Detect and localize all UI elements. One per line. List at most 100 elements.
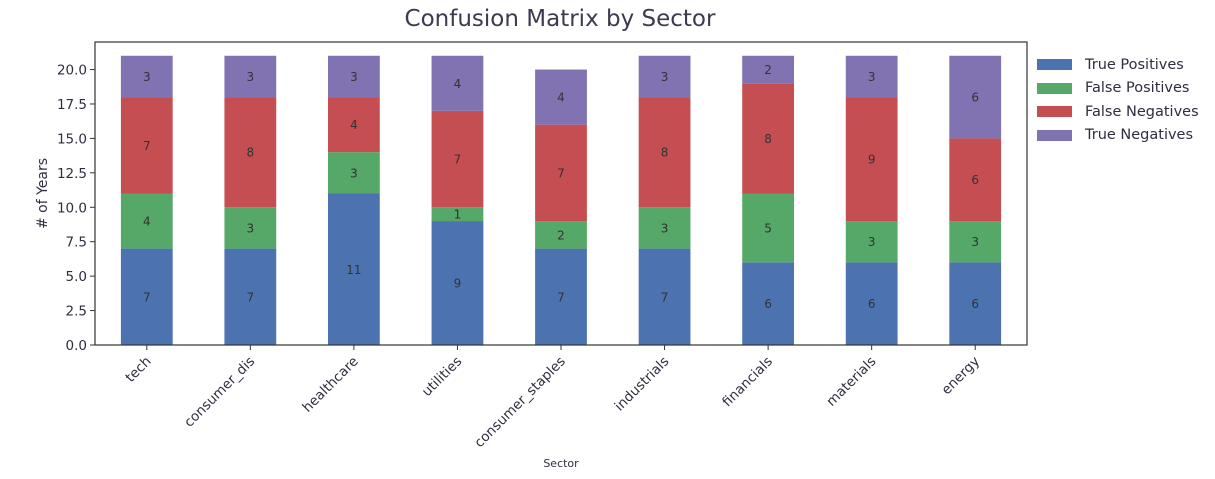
data-label: 9 bbox=[454, 277, 462, 291]
data-label: 7 bbox=[557, 290, 565, 304]
bar-segment bbox=[949, 262, 1002, 345]
data-label: 6 bbox=[971, 173, 979, 187]
data-label: 3 bbox=[247, 221, 255, 235]
bar-segment bbox=[638, 248, 691, 345]
x-tick-label: materials bbox=[823, 354, 879, 410]
bar-segment bbox=[120, 97, 173, 194]
x-tick-label: healthcare bbox=[299, 354, 361, 416]
y-tick-label: 0.0 bbox=[66, 338, 87, 354]
bar-segment bbox=[638, 55, 691, 98]
bar-segment bbox=[328, 97, 380, 153]
data-label: 6 bbox=[764, 297, 772, 311]
data-label: 9 bbox=[868, 153, 876, 167]
y-tick-label: 12.5 bbox=[57, 166, 87, 182]
legend-label: False Positives bbox=[1085, 80, 1190, 97]
legend-label: True Positives bbox=[1085, 56, 1184, 73]
y-tick-label: 17.5 bbox=[57, 97, 87, 113]
bar-segment bbox=[224, 55, 277, 98]
y-tick-label: 2.5 bbox=[66, 304, 87, 320]
bar-segment bbox=[120, 193, 173, 249]
bar-segment bbox=[535, 248, 587, 345]
y-tick-label: 15.0 bbox=[57, 131, 87, 147]
chart-title: Confusion Matrix by Sector bbox=[404, 6, 716, 32]
bar-segment bbox=[120, 55, 173, 98]
data-label: 4 bbox=[454, 77, 462, 91]
data-label: 3 bbox=[661, 221, 669, 235]
bar-segment bbox=[638, 207, 691, 249]
legend: True Positives False Positives False Negat… bbox=[1037, 53, 1199, 147]
bar-segment bbox=[224, 97, 277, 208]
bar-segment bbox=[845, 221, 898, 263]
bar-segment bbox=[742, 193, 794, 263]
legend-swatch bbox=[1037, 129, 1072, 141]
x-tick-label: consumer_staples bbox=[471, 354, 568, 451]
bar-segment bbox=[431, 110, 484, 208]
data-label: 8 bbox=[764, 132, 772, 146]
bar-segment bbox=[949, 138, 1002, 222]
data-label: 3 bbox=[350, 70, 358, 84]
data-label: 8 bbox=[247, 146, 255, 160]
bar-segment bbox=[638, 97, 691, 208]
bar-segment bbox=[431, 55, 484, 111]
legend-item: True Positives bbox=[1037, 53, 1199, 77]
y-tick-label: 10.0 bbox=[57, 200, 87, 216]
bar-segment bbox=[949, 55, 1002, 139]
legend-item: False Positives bbox=[1037, 77, 1199, 101]
bar-segment bbox=[742, 262, 794, 345]
bar-segment bbox=[224, 248, 277, 345]
data-label: 6 bbox=[971, 297, 979, 311]
legend-item: False Negatives bbox=[1037, 100, 1199, 124]
data-label: 3 bbox=[868, 70, 876, 84]
bar-segment bbox=[120, 248, 173, 345]
bar-segment bbox=[328, 152, 380, 194]
bar-segment bbox=[845, 55, 898, 98]
data-label: 11 bbox=[346, 263, 361, 277]
data-label: 7 bbox=[143, 290, 151, 304]
data-label: 7 bbox=[661, 290, 669, 304]
data-label: 2 bbox=[764, 63, 772, 77]
bar-segment bbox=[328, 55, 380, 98]
x-tick-label: energy bbox=[938, 354, 983, 399]
legend-label: False Negatives bbox=[1085, 103, 1199, 120]
bar-segment bbox=[845, 97, 898, 222]
x-tick-label: utilities bbox=[419, 354, 465, 400]
data-label: 4 bbox=[557, 91, 565, 105]
data-label: 3 bbox=[247, 70, 255, 84]
y-tick-label: 7.5 bbox=[66, 235, 87, 251]
bar-segment bbox=[535, 69, 587, 125]
bar-segment bbox=[431, 221, 484, 345]
data-label: 6 bbox=[868, 297, 876, 311]
y-tick-label: 20.0 bbox=[57, 63, 87, 79]
legend-label: True Negatives bbox=[1085, 127, 1194, 144]
legend-item: True Negatives bbox=[1037, 124, 1199, 148]
bar-segment bbox=[431, 207, 484, 222]
data-label: 4 bbox=[350, 118, 358, 132]
y-axis-label: # of Years bbox=[35, 158, 51, 229]
data-label: 4 bbox=[143, 215, 151, 229]
bar-segment bbox=[949, 221, 1002, 263]
legend-swatch bbox=[1037, 59, 1072, 71]
x-axis-label: Sector bbox=[543, 457, 579, 470]
bar-segment bbox=[742, 55, 794, 84]
bar-segment bbox=[224, 207, 277, 249]
data-label: 7 bbox=[454, 153, 462, 167]
data-label: 7 bbox=[557, 166, 565, 180]
legend-swatch bbox=[1037, 106, 1072, 118]
x-tick-label: tech bbox=[122, 354, 154, 386]
data-label: 3 bbox=[868, 235, 876, 249]
data-label: 5 bbox=[764, 221, 772, 235]
data-label: 1 bbox=[454, 208, 462, 222]
x-tick-label: industrials bbox=[611, 354, 672, 415]
data-label: 7 bbox=[143, 139, 151, 153]
data-label: 3 bbox=[143, 70, 151, 84]
y-tick-label: 5.0 bbox=[66, 269, 87, 285]
data-label: 2 bbox=[557, 228, 565, 242]
bar-segment bbox=[845, 262, 898, 345]
bar-segment bbox=[742, 83, 794, 194]
bar-segment bbox=[535, 221, 587, 249]
x-tick-label: consumer_dis bbox=[181, 354, 258, 431]
data-label: 8 bbox=[661, 146, 669, 160]
plot-frame bbox=[94, 41, 1028, 346]
